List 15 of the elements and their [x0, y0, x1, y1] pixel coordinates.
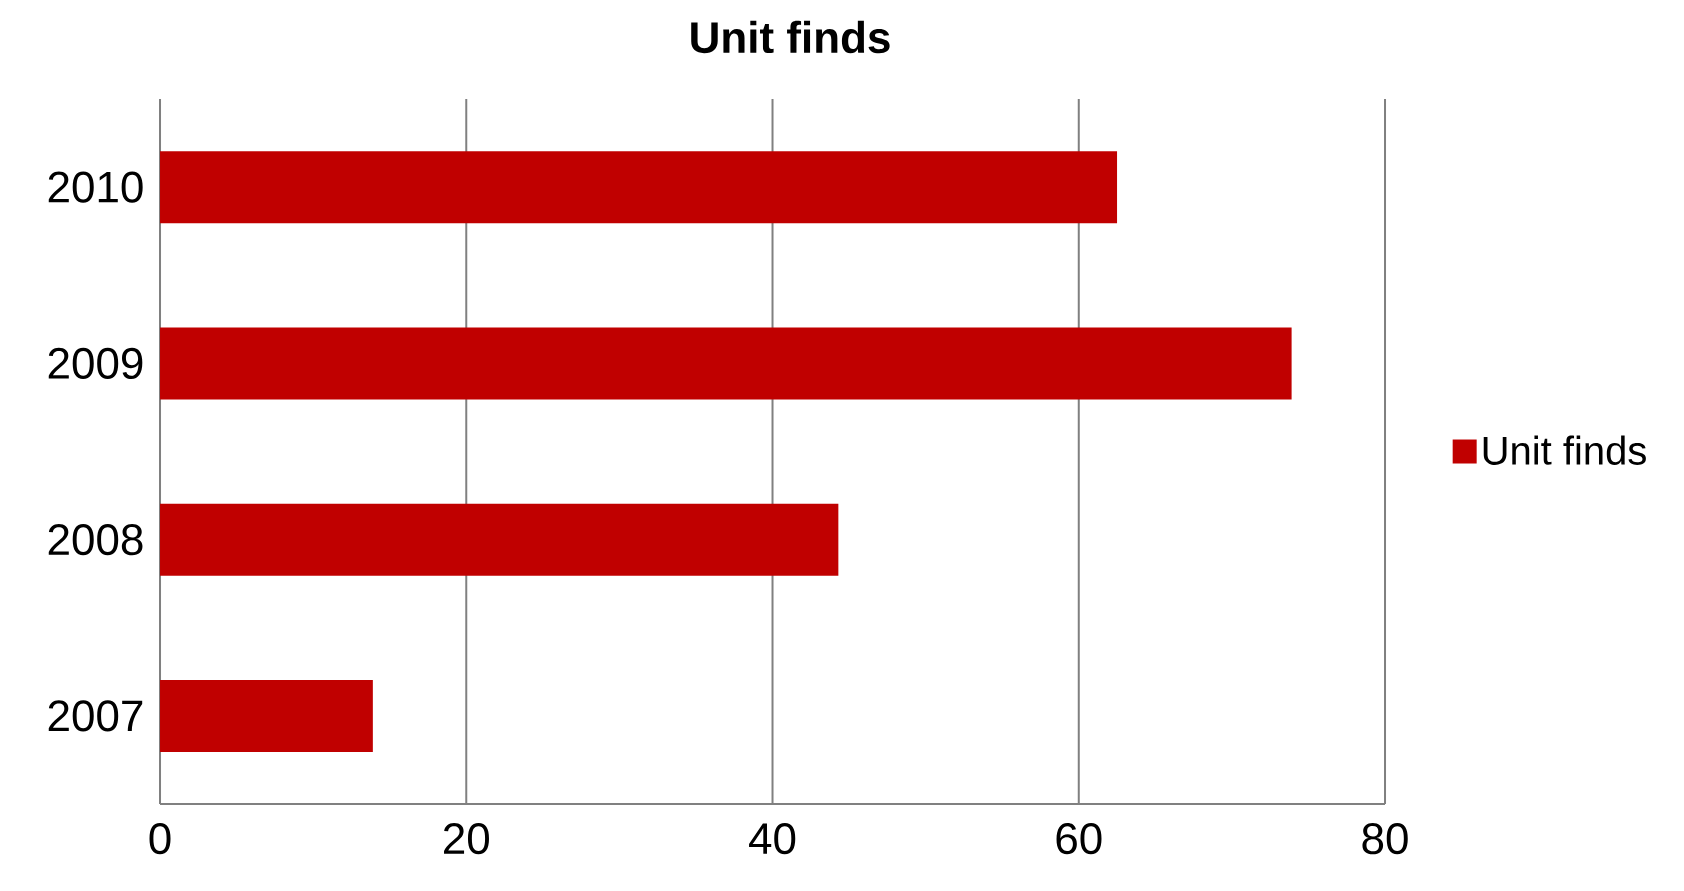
x-tick-label: 40	[749, 823, 796, 855]
bar	[160, 503, 839, 576]
bar	[160, 327, 1292, 400]
bar	[160, 679, 373, 752]
x-tick-label: 20	[444, 823, 489, 855]
x-tick-label: 80	[1362, 823, 1408, 855]
chart-title: Unit finds	[691, 20, 890, 54]
y-tick-label: 2009	[48, 347, 143, 379]
bar	[160, 151, 1118, 224]
legend-label: Unit finds	[1483, 435, 1646, 465]
x-tick-label: 0	[149, 823, 171, 855]
y-tick-label: 2010	[48, 171, 143, 203]
x-tick-label: 60	[1056, 823, 1102, 855]
y-tick-label: 2007	[48, 700, 143, 732]
y-tick-label: 2008	[48, 524, 143, 556]
